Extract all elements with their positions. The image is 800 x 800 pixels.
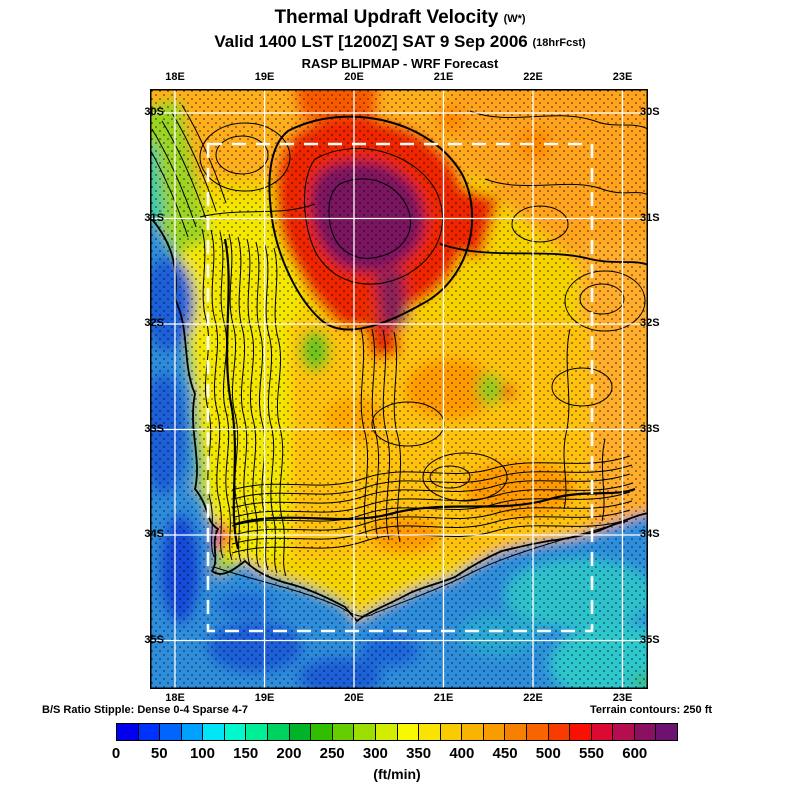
axis-label-left: 31S bbox=[144, 211, 164, 224]
colorbar-tick: 100 bbox=[189, 745, 215, 762]
colorbar-cell bbox=[117, 724, 139, 740]
colorbar-cell bbox=[224, 724, 247, 740]
axis-label-top: 21E bbox=[433, 71, 454, 83]
colorbar-cell bbox=[203, 724, 225, 740]
page-title: Thermal Updraft Velocity (W*) bbox=[0, 7, 800, 29]
axis-label-right: 32S bbox=[640, 317, 660, 329]
colorbar-cell bbox=[419, 724, 441, 740]
axis-label-left: 34S bbox=[144, 528, 164, 540]
colorbar-cell bbox=[354, 724, 376, 740]
axis-label-top: 19E bbox=[254, 71, 275, 83]
colorbar-cell bbox=[397, 724, 420, 740]
colorbar-tick: 600 bbox=[622, 745, 648, 762]
axis-label-bottom: 23E bbox=[612, 692, 633, 704]
forecast-map bbox=[150, 89, 648, 689]
colorbar-cell bbox=[613, 724, 635, 740]
axis-label-bottom: 22E bbox=[523, 692, 543, 704]
colorbar bbox=[116, 723, 678, 741]
axis-label-bottom: 18E bbox=[165, 692, 185, 704]
stipple-legend-note: B/S Ratio Stipple: Dense 0-4 Sparse 4-7 bbox=[42, 704, 249, 716]
graticule bbox=[150, 89, 648, 689]
colorbar-cell bbox=[570, 724, 592, 740]
colorbar-tick: 450 bbox=[492, 745, 518, 762]
axis-label-top: 18E bbox=[165, 71, 185, 83]
colorbar-tick: 550 bbox=[579, 745, 605, 762]
colorbar-tick: 150 bbox=[233, 745, 259, 762]
model-line: RASP BLIPMAP - WRF Forecast bbox=[301, 56, 499, 71]
axis-label-bottom: 21E bbox=[433, 692, 454, 704]
colorbar-tick: 200 bbox=[276, 745, 302, 762]
map-border bbox=[150, 89, 648, 689]
colorbar-tick: 250 bbox=[319, 745, 345, 762]
axis-label-bottom: 19E bbox=[254, 692, 275, 704]
page-title-text: Thermal Updraft Velocity bbox=[274, 7, 499, 28]
valid-time-text: Valid 1400 LST [1200Z] SAT 9 Sep 2006 bbox=[214, 32, 528, 51]
axis-label-top: 23E bbox=[612, 71, 633, 83]
colorbar-cell bbox=[634, 724, 657, 740]
colorbar-cell bbox=[505, 724, 527, 740]
colorbar-cell bbox=[138, 724, 161, 740]
colorbar-tick: 50 bbox=[150, 745, 168, 762]
colorbar-cell bbox=[462, 724, 484, 740]
axis-label-left: 35S bbox=[144, 633, 164, 646]
colorbar-cell bbox=[440, 724, 463, 740]
valid-time-line: Valid 1400 LST [1200Z] SAT 9 Sep 2006 (1… bbox=[0, 32, 800, 52]
inner-domain-boundary bbox=[206, 142, 594, 633]
axis-label-left: 32S bbox=[144, 317, 164, 329]
colorbar-cell bbox=[548, 724, 571, 740]
colorbar-unit-label: (ft/min) bbox=[373, 766, 421, 782]
colorbar-cell bbox=[656, 724, 678, 740]
colorbar-tick: 350 bbox=[406, 745, 432, 762]
colorbar-cell bbox=[289, 724, 312, 740]
axis-label-right: 34S bbox=[640, 528, 660, 540]
colorbar-cell bbox=[591, 724, 614, 740]
terrain-contour-note: Terrain contours: 250 ft bbox=[590, 704, 713, 716]
colorbar-tick: 300 bbox=[362, 745, 388, 762]
colorbar-cell bbox=[526, 724, 549, 740]
colorbar-cell bbox=[160, 724, 182, 740]
colorbar-cell bbox=[311, 724, 333, 740]
colorbar-tick: 500 bbox=[535, 745, 561, 762]
forecast-hour-text: (18hrFcst) bbox=[532, 37, 586, 49]
colorbar-cell bbox=[246, 724, 269, 740]
axis-label-right: 31S bbox=[640, 211, 660, 224]
page-title-parameter: (W*) bbox=[503, 13, 526, 25]
colorbar-cell bbox=[181, 724, 204, 740]
axis-label-left: 30S bbox=[144, 106, 164, 118]
axis-label-left: 33S bbox=[144, 422, 164, 435]
thermal-map-svg bbox=[150, 89, 648, 689]
colorbar-cell bbox=[268, 724, 290, 740]
colorbar-tick: 400 bbox=[449, 745, 475, 762]
stipple-overlay bbox=[150, 89, 648, 689]
axis-label-top: 22E bbox=[523, 71, 543, 83]
axis-label-right: 35S bbox=[640, 633, 660, 646]
axis-label-right: 30S bbox=[640, 106, 660, 118]
colorbar-cell bbox=[375, 724, 398, 740]
axis-label-right: 33S bbox=[640, 422, 660, 435]
axis-label-top: 20E bbox=[344, 71, 364, 83]
colorbar-cell bbox=[483, 724, 506, 740]
colorbar-cell bbox=[332, 724, 355, 740]
colorbar-tick: 0 bbox=[111, 745, 121, 762]
axis-label-bottom: 20E bbox=[344, 692, 364, 704]
